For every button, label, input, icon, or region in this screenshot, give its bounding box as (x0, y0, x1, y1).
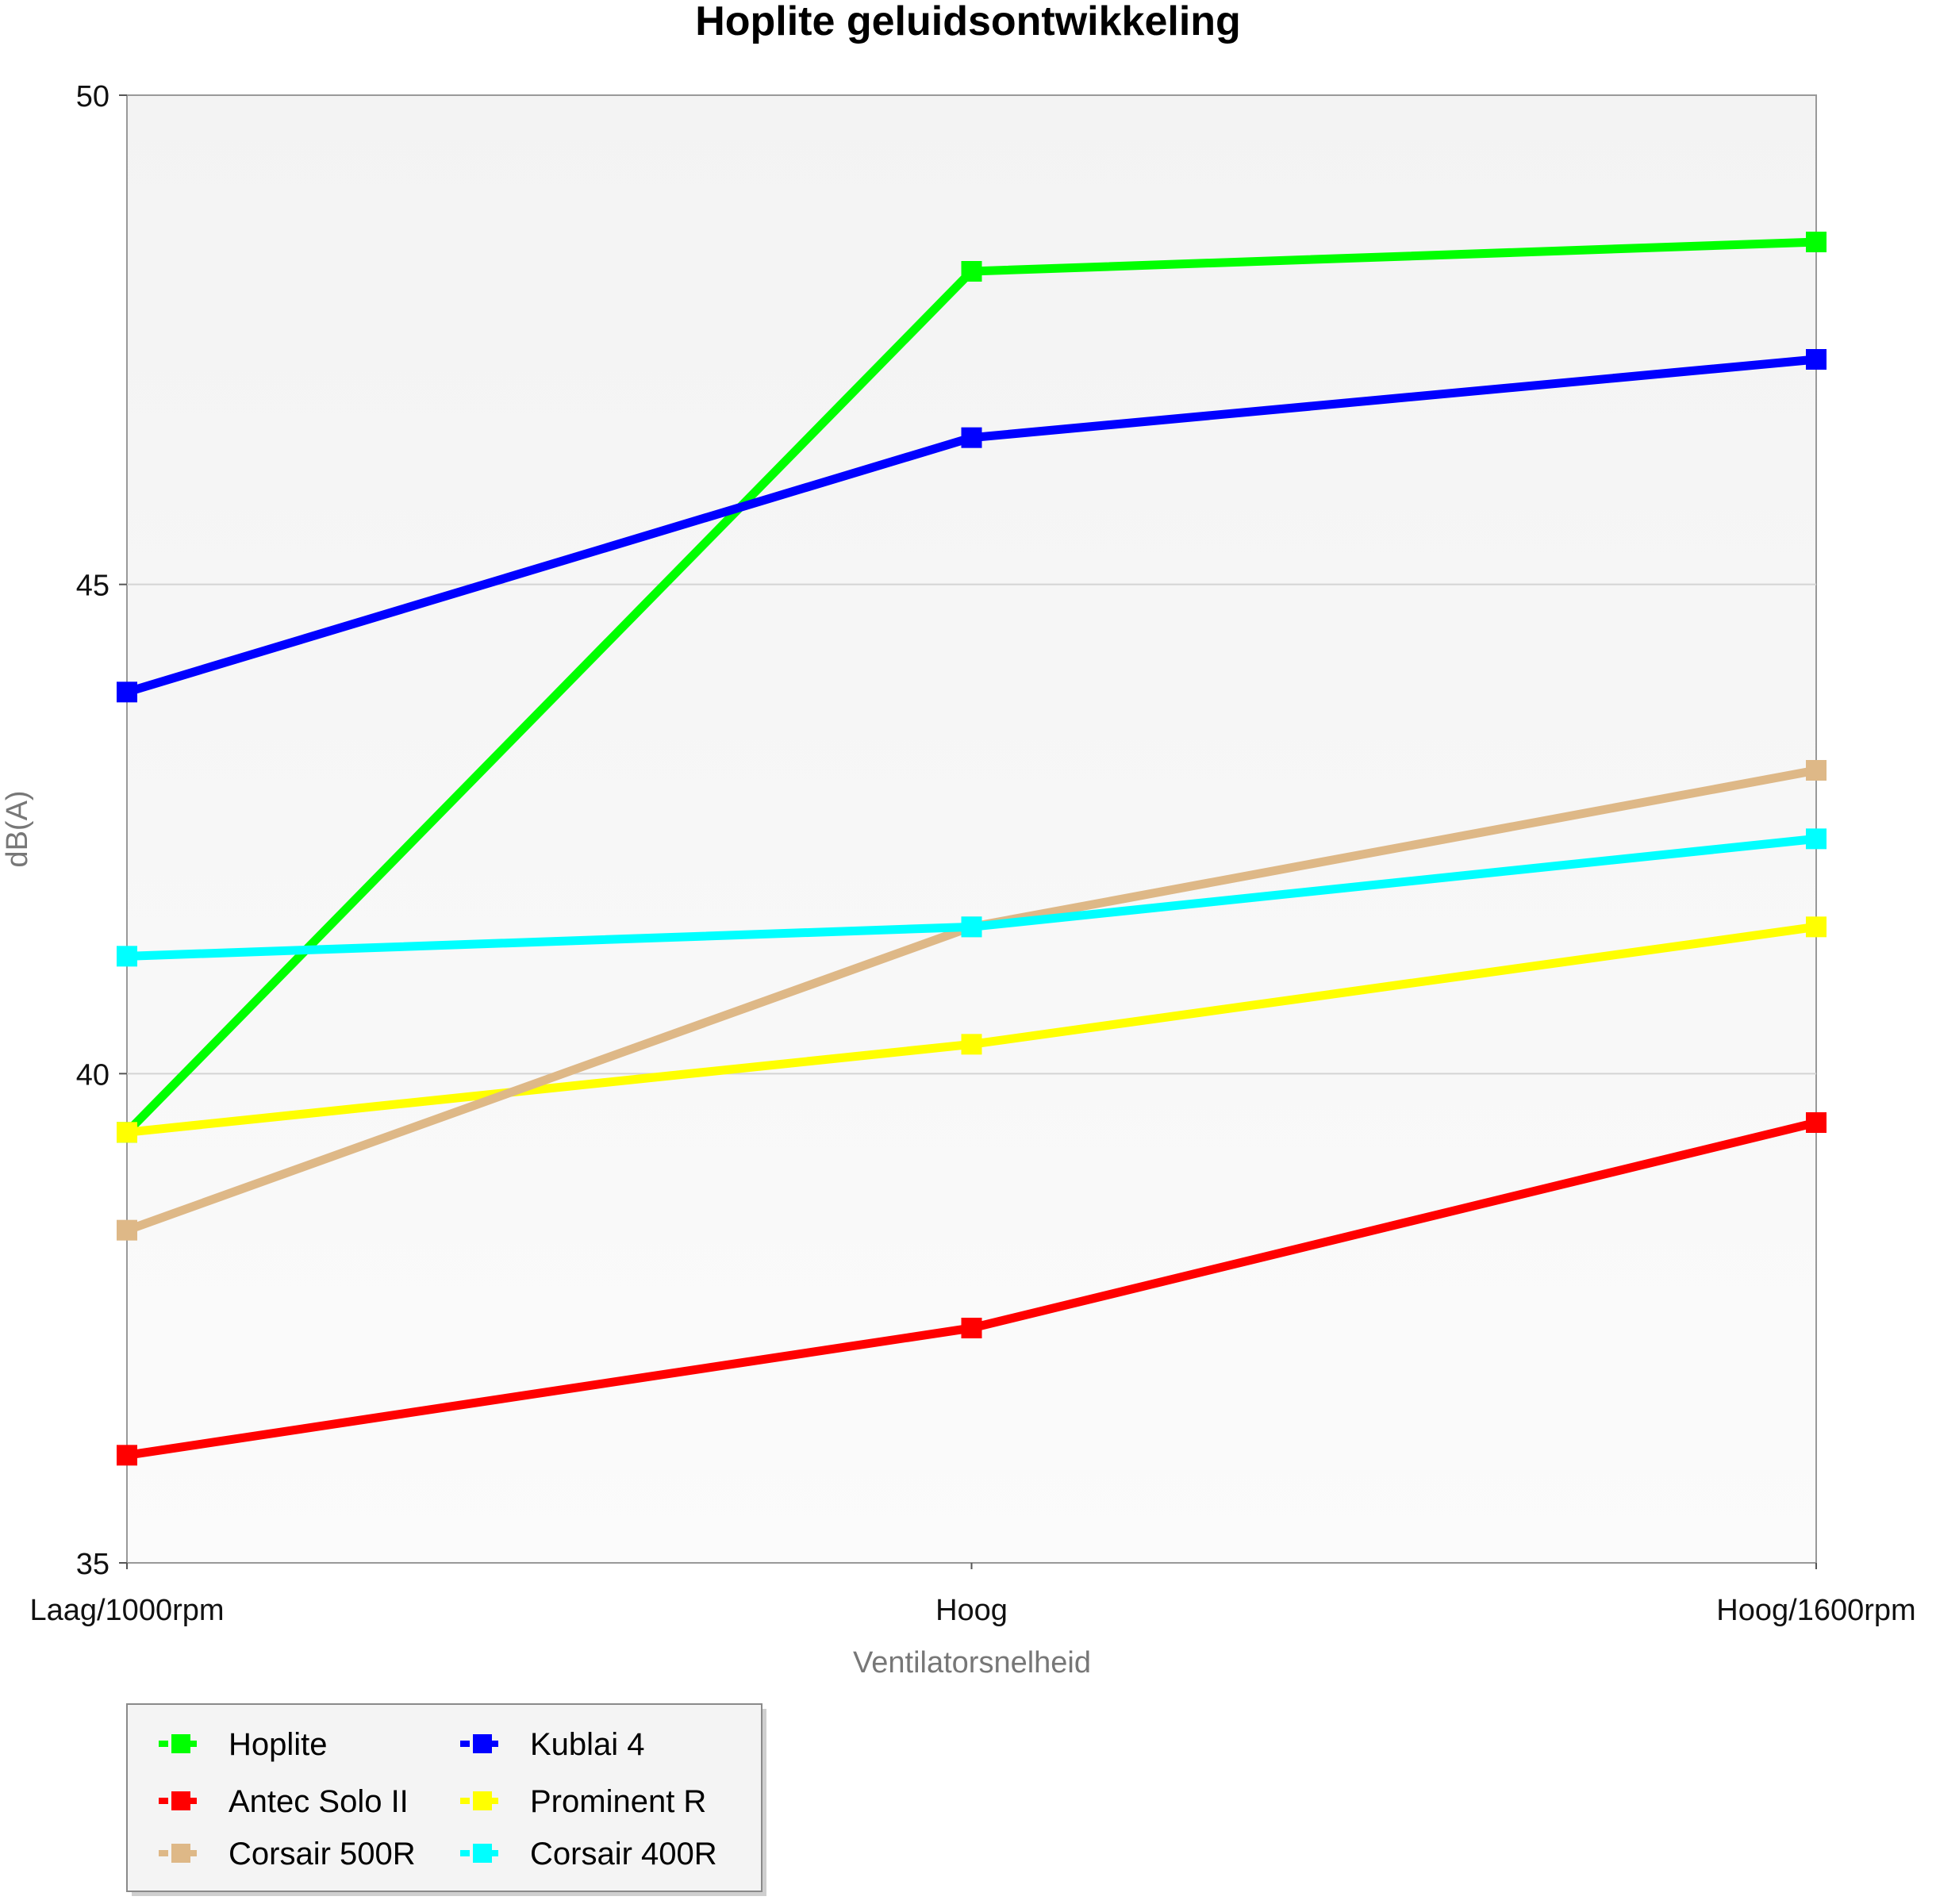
legend-item: Corsair 400R (460, 1837, 717, 1871)
legend-label: Corsair 500R (229, 1837, 416, 1871)
legend: Hoplite Kublai 4 Antec Solo II Prominent R C… (126, 1703, 766, 1896)
series-group (117, 232, 1827, 1466)
legend-item: Kublai 4 (460, 1727, 645, 1762)
series-corsair-400r (117, 828, 1827, 967)
legend-label: Hoplite (229, 1727, 328, 1762)
data-point (117, 946, 137, 967)
data-point (961, 916, 982, 938)
data-point (961, 1034, 982, 1055)
data-point (117, 1445, 137, 1466)
data-point (117, 1122, 137, 1143)
x-tick-label: Hoog (935, 1594, 1008, 1627)
x-axis-title: Ventilatorsnelheid (853, 1646, 1091, 1679)
legend-item: Antec Solo II (159, 1784, 409, 1819)
legend-swatch-marker (171, 1734, 190, 1753)
data-point (1806, 760, 1827, 781)
legend-label: Kublai 4 (530, 1727, 645, 1762)
legend-item: Hoplite (159, 1727, 328, 1762)
plot-area (126, 94, 1817, 1564)
legend-box (126, 1703, 762, 1892)
series-kublai-4 (117, 349, 1827, 703)
legend-label: Antec Solo II (229, 1784, 409, 1819)
legend-item: Corsair 500R (159, 1837, 416, 1871)
legend-swatch-marker (171, 1844, 190, 1863)
x-tick-label: Hoog/1600rpm (1716, 1594, 1915, 1627)
data-point (1806, 916, 1827, 938)
legend-label: Corsair 400R (530, 1837, 717, 1871)
x-tick-label: Laag/1000rpm (29, 1594, 224, 1627)
data-point (1806, 232, 1827, 252)
y-axis-title: dB(A) (1, 790, 34, 867)
y-tick-label: 40 (76, 1058, 109, 1092)
data-point (961, 1318, 982, 1338)
chart-title: Hoplite geluidsontwikkeling (695, 0, 1241, 44)
x-axis-ticks: Laag/1000rpm Hoog Hoog/1600rpm (29, 1563, 1916, 1627)
y-tick-label: 45 (76, 570, 109, 603)
legend-item: Prominent R (460, 1784, 706, 1819)
gridlines (127, 583, 1816, 1075)
series-prominent-r (117, 916, 1827, 1143)
legend-swatch-marker (473, 1791, 492, 1810)
data-point (1806, 1112, 1827, 1133)
data-point (1806, 349, 1827, 370)
data-point (961, 261, 982, 282)
y-tick-label: 35 (76, 1548, 109, 1581)
data-point (1806, 828, 1827, 850)
data-point (961, 427, 982, 448)
y-axis-ticks: 35 40 45 50 (76, 80, 127, 1581)
data-point (117, 1219, 137, 1241)
data-point (117, 681, 137, 703)
legend-swatch-marker (473, 1844, 492, 1863)
series-antec-solo-ii (117, 1112, 1827, 1466)
legend-swatch-marker (473, 1734, 492, 1753)
legend-swatch-marker (171, 1791, 190, 1810)
y-tick-label: 50 (76, 80, 109, 113)
legend-label: Prominent R (530, 1784, 706, 1819)
